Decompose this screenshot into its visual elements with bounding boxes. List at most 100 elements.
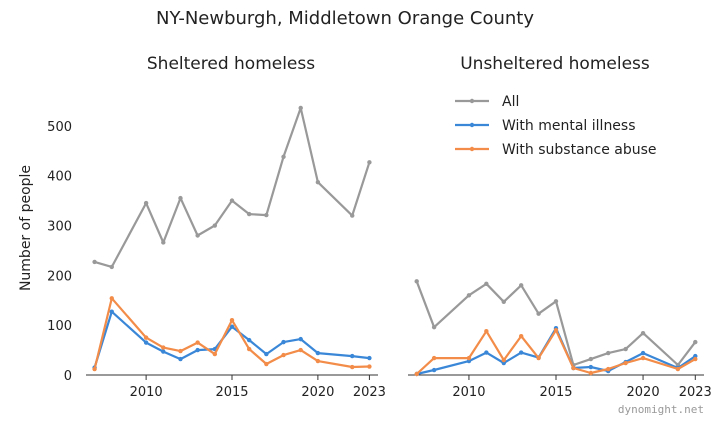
unsheltered-point-with-substance-abuse-2008 [431,355,437,361]
sheltered-point-with-mental-illness-2010 [143,340,149,345]
unsheltered-point-all-2008 [431,324,437,330]
unsheltered-point-with-substance-abuse-2023 [693,356,698,362]
sheltered-point-all-2013 [195,233,200,238]
sheltered-point-all-2014 [212,223,218,228]
sheltered-x-tick-label-2023: 2023 [353,385,386,400]
sheltered-y-tick-label-200: 200 [47,269,72,284]
sheltered-y-tick-label-400: 400 [47,170,72,185]
unsheltered-point-all-2017 [588,356,594,362]
unsheltered-point-with-substance-abuse-2013 [518,333,524,339]
sheltered-point-with-mental-illness-2008 [109,309,114,314]
unsheltered-series-line-with-mental-illness [415,327,697,376]
legend-swatch-dot-with-mental-illness [469,122,475,128]
sheltered-point-with-substance-abuse-2011 [161,345,166,350]
legend-label-with-substance-abuse: With substance abuse [502,142,657,158]
sheltered-point-with-substance-abuse-2022 [350,364,355,370]
sheltered-point-all-2020 [315,179,321,185]
panel-title-sheltered: Sheltered homeless [147,54,315,74]
unsheltered-point-with-substance-abuse-2014 [536,355,541,361]
sheltered-point-with-substance-abuse-2023 [367,364,372,369]
unsheltered-point-all-2010 [466,293,472,298]
unsheltered-x-tick-label-2023: 2023 [679,385,712,400]
sheltered-point-with-substance-abuse-2020 [315,358,321,364]
unsheltered-point-all-2012 [501,299,506,304]
unsheltered-point-with-substance-abuse-2011 [484,328,489,334]
unsheltered-point-with-substance-abuse-2019 [623,360,628,366]
sheltered-point-all-2011 [161,240,166,245]
sheltered-y-tick-label-500: 500 [47,120,72,135]
sheltered-point-with-mental-illness-2022 [350,353,355,359]
unsheltered-x-tick-label-2015: 2015 [539,385,572,400]
unsheltered-point-with-substance-abuse-2010 [466,355,472,361]
sheltered-point-with-substance-abuse-2007 [92,366,97,372]
unsheltered-point-with-mental-illness-2013 [518,350,524,355]
unsheltered-point-all-2023 [693,339,698,345]
unsheltered-series-line-all [415,280,697,367]
sheltered-y-tick-label-0: 0 [64,369,72,384]
unsheltered-point-with-substance-abuse-2017 [588,370,594,376]
sheltered-point-with-substance-abuse-2016 [246,346,252,352]
sheltered-point-all-2016 [246,211,252,217]
unsheltered-point-with-substance-abuse-2020 [640,355,646,361]
unsheltered-point-with-substance-abuse-2012 [501,357,506,363]
sheltered-point-all-2019 [298,105,303,111]
unsheltered-x-tick-label-2020: 2020 [627,385,660,400]
unsheltered-x-tick-label-2010: 2010 [452,385,485,400]
y-axis-label: Number of people [18,165,34,291]
unsheltered-point-with-mental-illness-2008 [431,367,437,373]
unsheltered-point-all-2011 [484,281,489,287]
sheltered-series-line-all [93,106,371,268]
unsheltered-point-with-mental-illness-2020 [640,350,646,356]
unsheltered-point-all-2007 [414,279,419,284]
sheltered-point-with-substance-abuse-2013 [195,340,200,345]
legend-swatch-dot-with-substance-abuse [469,146,475,152]
sheltered-point-with-substance-abuse-2010 [143,335,149,340]
unsheltered-point-all-2014 [536,311,541,316]
sheltered-x-tick-label-2015: 2015 [215,385,248,400]
sheltered-x-tick-label-2020: 2020 [301,385,334,400]
sheltered-x-tick-label-2010: 2010 [130,385,163,400]
unsheltered-point-with-substance-abuse-2016 [571,365,576,371]
sheltered-point-with-mental-illness-2011 [161,349,166,354]
sheltered-point-with-substance-abuse-2012 [178,348,183,354]
sheltered-point-all-2018 [281,154,286,159]
sheltered-y-tick-label-100: 100 [47,319,72,334]
sheltered-point-with-mental-illness-2012 [178,356,183,362]
sheltered-point-with-mental-illness-2019 [298,336,303,342]
unsheltered-point-all-2018 [606,350,611,356]
sheltered-point-with-substance-abuse-2014 [212,351,218,357]
sheltered-point-with-mental-illness-2023 [367,355,372,361]
sheltered-point-with-mental-illness-2020 [315,350,321,356]
sheltered-point-with-substance-abuse-2017 [264,361,269,367]
unsheltered-point-with-substance-abuse-2007 [414,371,419,377]
sheltered-point-with-mental-illness-2016 [246,337,252,343]
sheltered-point-all-2008 [109,264,114,270]
unsheltered-point-all-2020 [640,330,646,336]
unsheltered-point-all-2015 [553,299,559,304]
unsheltered-series-line-with-substance-abuse [415,329,697,376]
chart-suptitle: NY-Newburgh, Middletown Orange County [156,8,534,29]
sheltered-point-with-mental-illness-2018 [281,339,286,345]
sheltered-point-with-mental-illness-2013 [195,347,200,353]
sheltered-point-all-2022 [350,213,355,218]
watermark: dynomight.net [618,403,704,416]
sheltered-point-all-2012 [178,195,183,201]
sheltered-point-all-2023 [367,160,372,165]
unsheltered-point-all-2013 [518,283,524,288]
unsheltered-point-with-mental-illness-2011 [484,350,489,355]
sheltered-point-with-substance-abuse-2018 [281,352,286,358]
sheltered-point-with-mental-illness-2015 [229,324,235,329]
sheltered-point-all-2007 [92,259,97,265]
legend-label-all: All [502,94,519,110]
sheltered-y-tick-label-300: 300 [47,220,72,235]
panel-title-unsheltered: Unsheltered homeless [460,54,650,74]
sheltered-point-with-substance-abuse-2015 [229,317,235,323]
sheltered-point-with-substance-abuse-2019 [298,347,303,353]
sheltered-point-all-2015 [229,198,235,203]
unsheltered-point-with-substance-abuse-2018 [606,366,611,372]
sheltered-point-with-substance-abuse-2008 [109,296,114,301]
legend-swatch-dot-all [469,98,475,104]
sheltered-point-all-2010 [143,200,149,206]
